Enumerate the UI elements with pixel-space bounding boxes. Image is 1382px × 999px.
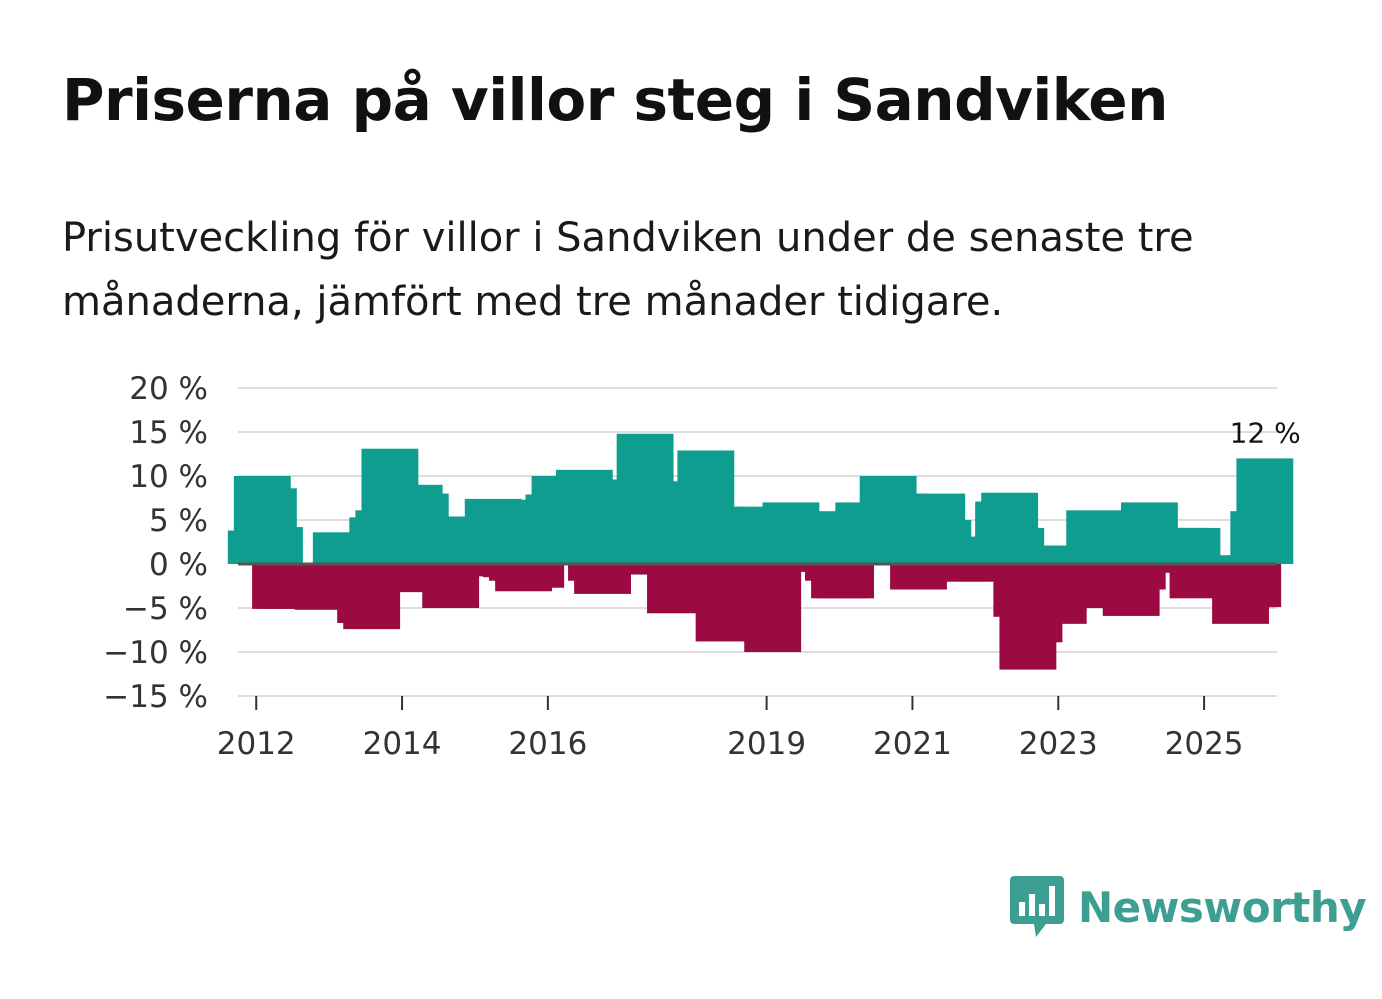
bar (1066, 510, 1124, 564)
x-axis (238, 562, 1277, 697)
x-tick-label: 2023 (1019, 726, 1098, 762)
page-title: Priserna på villor steg i Sandviken (62, 66, 1168, 134)
brand-name: Newsworthy (1078, 882, 1367, 932)
y-tick-label: 20 % (129, 371, 208, 407)
last-value-label: 12 % (1230, 416, 1301, 449)
y-tick-label: −10 % (103, 635, 208, 671)
bar (817, 564, 875, 599)
bar (507, 564, 565, 588)
bar (744, 564, 802, 652)
bar (246, 527, 303, 564)
x-tick-label: 2019 (727, 726, 806, 762)
x-tick-label: 2025 (1165, 726, 1244, 762)
bar (1224, 564, 1282, 608)
bar (434, 564, 492, 577)
x-tick-label: 2012 (217, 726, 296, 762)
y-tick-label: −5 % (123, 591, 208, 627)
bar (1236, 458, 1294, 564)
y-tick-label: −15 % (103, 679, 208, 715)
x-axis-ticks: 2012 2014 2016 2019 2021 2023 2025 (217, 696, 1244, 762)
bar (1187, 555, 1245, 564)
bar (598, 564, 656, 571)
x-tick-label: 2014 (363, 726, 442, 762)
bar (391, 493, 449, 564)
x-tick-label: 2016 (508, 726, 587, 762)
y-tick-label: 10 % (129, 459, 208, 495)
bar (750, 564, 808, 572)
bar-chart-speech-bubble-icon (1010, 876, 1064, 937)
brand-logo: Newsworthy (1010, 876, 1367, 938)
bar (1017, 545, 1075, 564)
y-axis-ticks: 20 % 15 % 10 % 5 % 0 % −5 % −10 % −15 % (103, 371, 208, 715)
bar (555, 469, 613, 564)
bars-group (227, 433, 1294, 670)
chart-subtitle: Prisutveckling för villor i Sandviken un… (62, 215, 1194, 325)
y-tick-label: 0 % (149, 547, 208, 583)
x-tick-label: 2021 (873, 726, 952, 762)
y-tick-label: 15 % (129, 415, 208, 451)
y-tick-label: 5 % (149, 503, 208, 539)
bar (647, 564, 704, 614)
